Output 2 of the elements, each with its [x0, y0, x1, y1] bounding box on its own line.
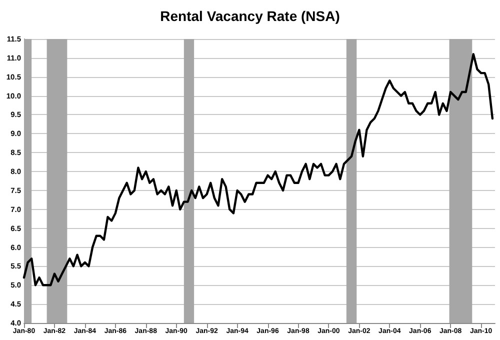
chart-title: Rental Vacancy Rate (NSA): [160, 8, 340, 24]
line-series: [22, 53, 494, 286]
